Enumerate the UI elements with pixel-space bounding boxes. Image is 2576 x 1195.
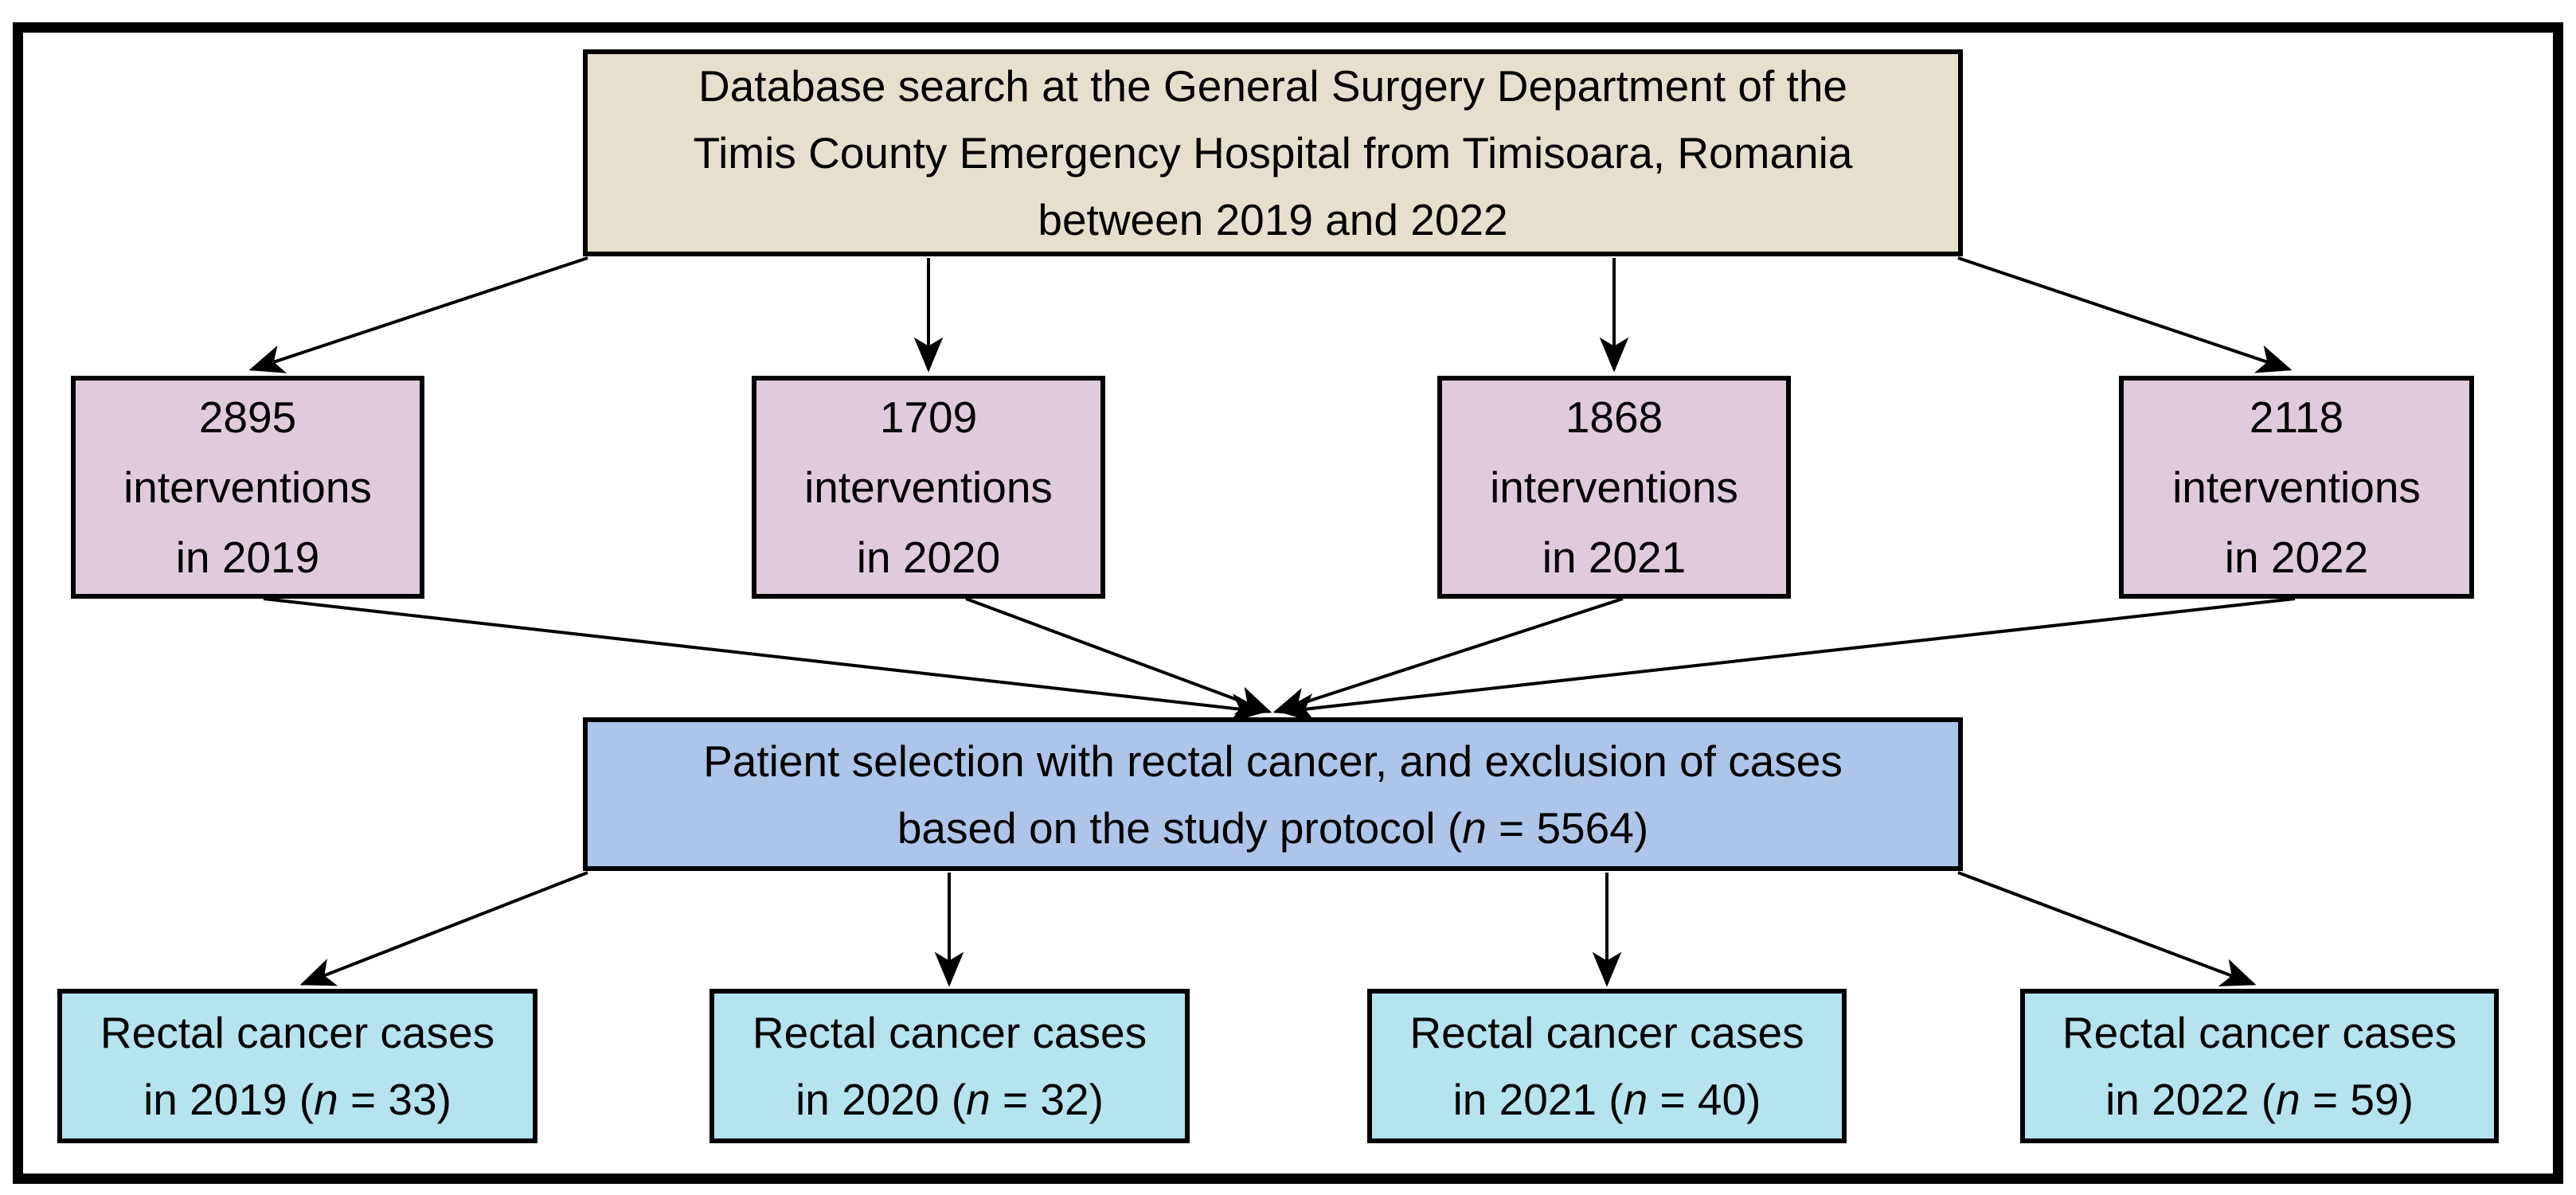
outer-border — [13, 22, 2563, 1184]
rectal-cancer-cases-2022-box: Rectal cancer cases in 2022 (n = 59) — [2020, 989, 2499, 1143]
case-line2-suffix: = 40) — [1648, 1075, 1761, 1124]
case-line2-suffix: = 33) — [338, 1075, 451, 1124]
case-box-line-2: in 2020 (n = 32) — [795, 1066, 1104, 1133]
case-line2-suffix: = 32) — [990, 1075, 1104, 1124]
case-box-line-1: Rectal cancer cases — [752, 1008, 1147, 1057]
patient-selection-line-2: based on the study protocol (n = 5564) — [897, 795, 1648, 861]
rectal-cancer-cases-2021-box: Rectal cancer cases in 2021 (n = 40) — [1367, 989, 1847, 1143]
n-italic: n — [1462, 803, 1487, 853]
interventions-2019-box: 2895 interventions in 2019 — [71, 376, 424, 599]
interventions-count: 1868 — [1565, 392, 1663, 442]
database-search-line-1: Database search at the General Surgery D… — [698, 61, 1848, 111]
interventions-label: interventions — [1490, 463, 1738, 512]
database-search-line-2: Timis County Emergency Hospital from Tim… — [693, 128, 1853, 178]
case-box-line-1: Rectal cancer cases — [100, 1008, 495, 1057]
interventions-count: 1709 — [879, 392, 978, 442]
arrow-2019-to-selection — [263, 597, 1266, 723]
arrow-selection-to-cases-2019 — [299, 871, 588, 986]
arrow-top-to-2022 — [1957, 256, 2293, 373]
patient-selection-box: Patient selection with rectal cancer, an… — [583, 717, 1963, 871]
arrow-2022-to-selection — [1279, 597, 2296, 723]
arrow-top-to-2019 — [248, 256, 588, 373]
rectal-cancer-cases-2019-box: Rectal cancer cases in 2019 (n = 33) — [57, 989, 537, 1143]
arrow-2020-to-selection — [965, 597, 1272, 715]
database-search-line-3: between 2019 and 2022 — [1038, 195, 1508, 244]
interventions-2021-box: 1868 interventions in 2021 — [1437, 376, 1791, 599]
interventions-2020-box: 1709 interventions in 2020 — [752, 376, 1105, 599]
interventions-year: in 2021 — [1542, 533, 1687, 582]
case-line2-prefix: in 2019 ( — [143, 1075, 315, 1124]
selection-line2-prefix: based on the study protocol ( — [897, 803, 1463, 853]
case-box-line-1: Rectal cancer cases — [2062, 1008, 2457, 1057]
interventions-year: in 2019 — [175, 533, 320, 582]
case-box-line-1: Rectal cancer cases — [1409, 1008, 1804, 1057]
selection-line2-suffix: = 5564) — [1486, 803, 1649, 853]
arrow-2021-to-selection — [1272, 597, 1624, 716]
arrow-selection-to-cases-2022 — [1957, 871, 2257, 986]
patient-selection-line-1: Patient selection with rectal cancer, an… — [703, 736, 1843, 786]
case-line2-prefix: in 2022 ( — [2105, 1075, 2277, 1124]
case-box-line-2: in 2022 (n = 59) — [2105, 1066, 2414, 1133]
interventions-2022-box: 2118 interventions in 2022 — [2119, 376, 2474, 599]
case-line2-prefix: in 2020 ( — [795, 1075, 967, 1124]
n-italic: n — [314, 1075, 338, 1124]
interventions-label: interventions — [123, 463, 372, 512]
n-italic: n — [2276, 1075, 2300, 1124]
case-box-line-2: in 2021 (n = 40) — [1453, 1066, 1761, 1133]
interventions-count: 2895 — [198, 392, 297, 442]
rectal-cancer-cases-2020-box: Rectal cancer cases in 2020 (n = 32) — [709, 989, 1190, 1143]
n-italic: n — [1623, 1075, 1648, 1124]
interventions-count: 2118 — [2249, 392, 2344, 442]
interventions-label: interventions — [804, 463, 1053, 512]
database-search-box: Database search at the General Surgery D… — [583, 49, 1963, 256]
case-line2-suffix: = 59) — [2300, 1075, 2414, 1124]
interventions-year: in 2020 — [856, 533, 1001, 582]
interventions-label: interventions — [2172, 463, 2421, 512]
case-box-line-2: in 2019 (n = 33) — [143, 1066, 451, 1133]
case-line2-prefix: in 2021 ( — [1452, 1075, 1624, 1124]
n-italic: n — [966, 1075, 991, 1124]
interventions-year: in 2022 — [2224, 533, 2369, 582]
